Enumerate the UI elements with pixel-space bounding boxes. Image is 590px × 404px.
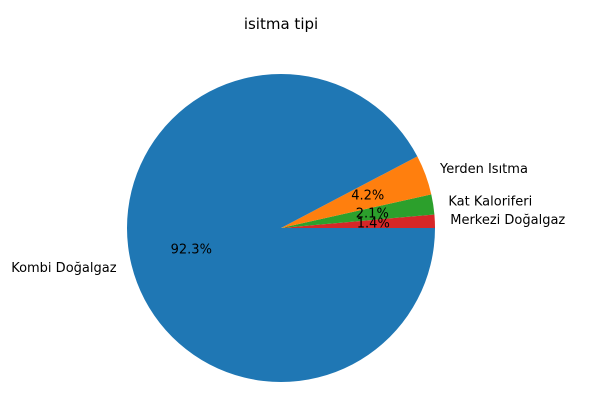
slice-label-merkezi-dogalgaz: Merkezi Doğalgaz <box>450 213 565 228</box>
slice-percent-merkezi-dogalgaz: 1.4% <box>357 216 390 231</box>
pie-slice-merkezi-dogalgaz <box>281 214 435 228</box>
slice-percent-yerden-isitma: 4.2% <box>351 189 384 204</box>
slice-label-yerden-isitma: Yerden Isıtma <box>439 162 528 177</box>
slice-percent-kombi-dogalgaz: 92.3% <box>171 243 212 258</box>
chart-title: isitma tipi <box>244 15 318 33</box>
pie-slice-kombi-dogalgaz <box>126 73 436 382</box>
percent-labels-layer: 1.4%2.1% 4.2% 92.3% <box>171 189 390 258</box>
pie-slice-yerden-isitma <box>281 156 432 228</box>
slices-layer <box>126 73 436 382</box>
slice-label-kat-kaloriferi: Kat Kaloriferi <box>448 195 532 210</box>
slice-label-kombi-dogalgaz: Kombi Doğalgaz <box>11 261 117 276</box>
slice-percent-kat-kaloriferi: 2.1% <box>356 206 389 221</box>
labels-layer: Merkezi Doğalgaz Kat Kaloriferi Yerden Isı… <box>11 162 565 276</box>
pie-slice-kat-kaloriferi <box>281 194 435 228</box>
